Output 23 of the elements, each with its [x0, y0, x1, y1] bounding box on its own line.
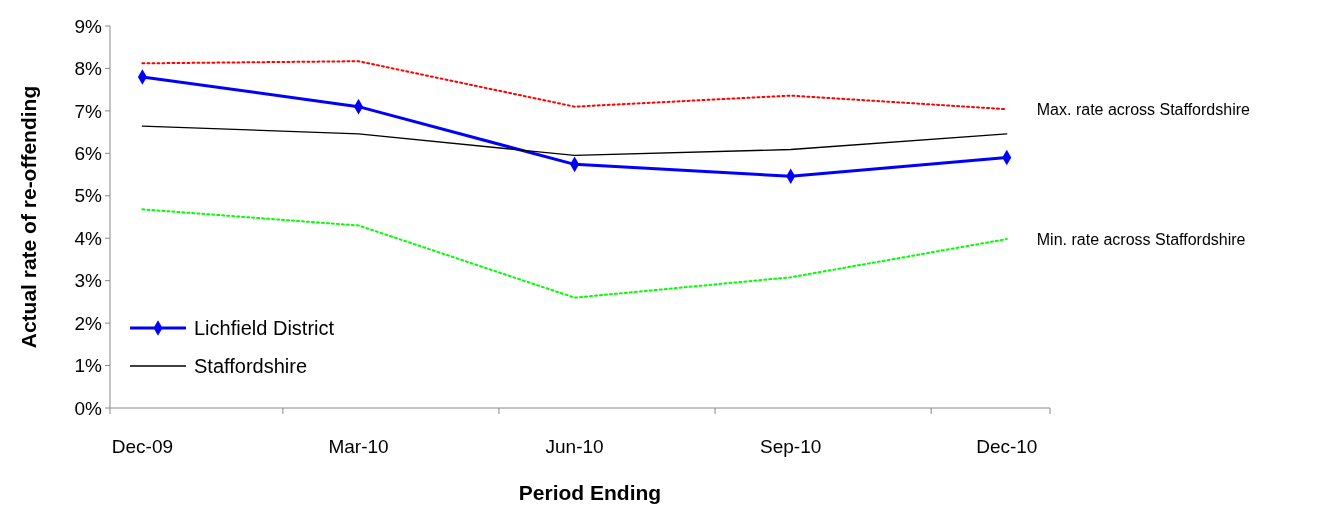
legend-label: Staffordshire [194, 355, 308, 377]
line-series [141, 208, 1008, 299]
y-tick-label: 0% [74, 397, 103, 419]
series-label: Min. rate across Staffordshire [1036, 230, 1246, 248]
line-series [141, 60, 1008, 111]
x-tick-label: Dec-10 [976, 436, 1038, 457]
y-tick-label: 6% [74, 142, 103, 164]
y-tick-label: 8% [74, 58, 103, 80]
x-tick-label: Sep-10 [760, 436, 822, 457]
series-label: Max. rate across Staffordshire [1036, 100, 1251, 118]
y-tick-label: 9% [74, 15, 103, 37]
x-tick-label: Dec-09 [111, 436, 174, 457]
y-axis-title: Actual rate of re-offending [17, 85, 40, 349]
x-tick-label: Jun-10 [545, 436, 604, 457]
y-tick-label: 1% [74, 355, 103, 377]
y-tick-label: 2% [74, 312, 103, 334]
legend-label: Lichfield District [194, 317, 335, 339]
y-tick-label: 7% [74, 100, 103, 122]
y-tick-label: 3% [74, 270, 103, 292]
y-tick-label: 4% [74, 227, 103, 249]
y-tick-label: 5% [74, 185, 103, 207]
x-axis-title: Period Ending [518, 481, 662, 504]
x-tick-label: Mar-10 [328, 436, 389, 457]
